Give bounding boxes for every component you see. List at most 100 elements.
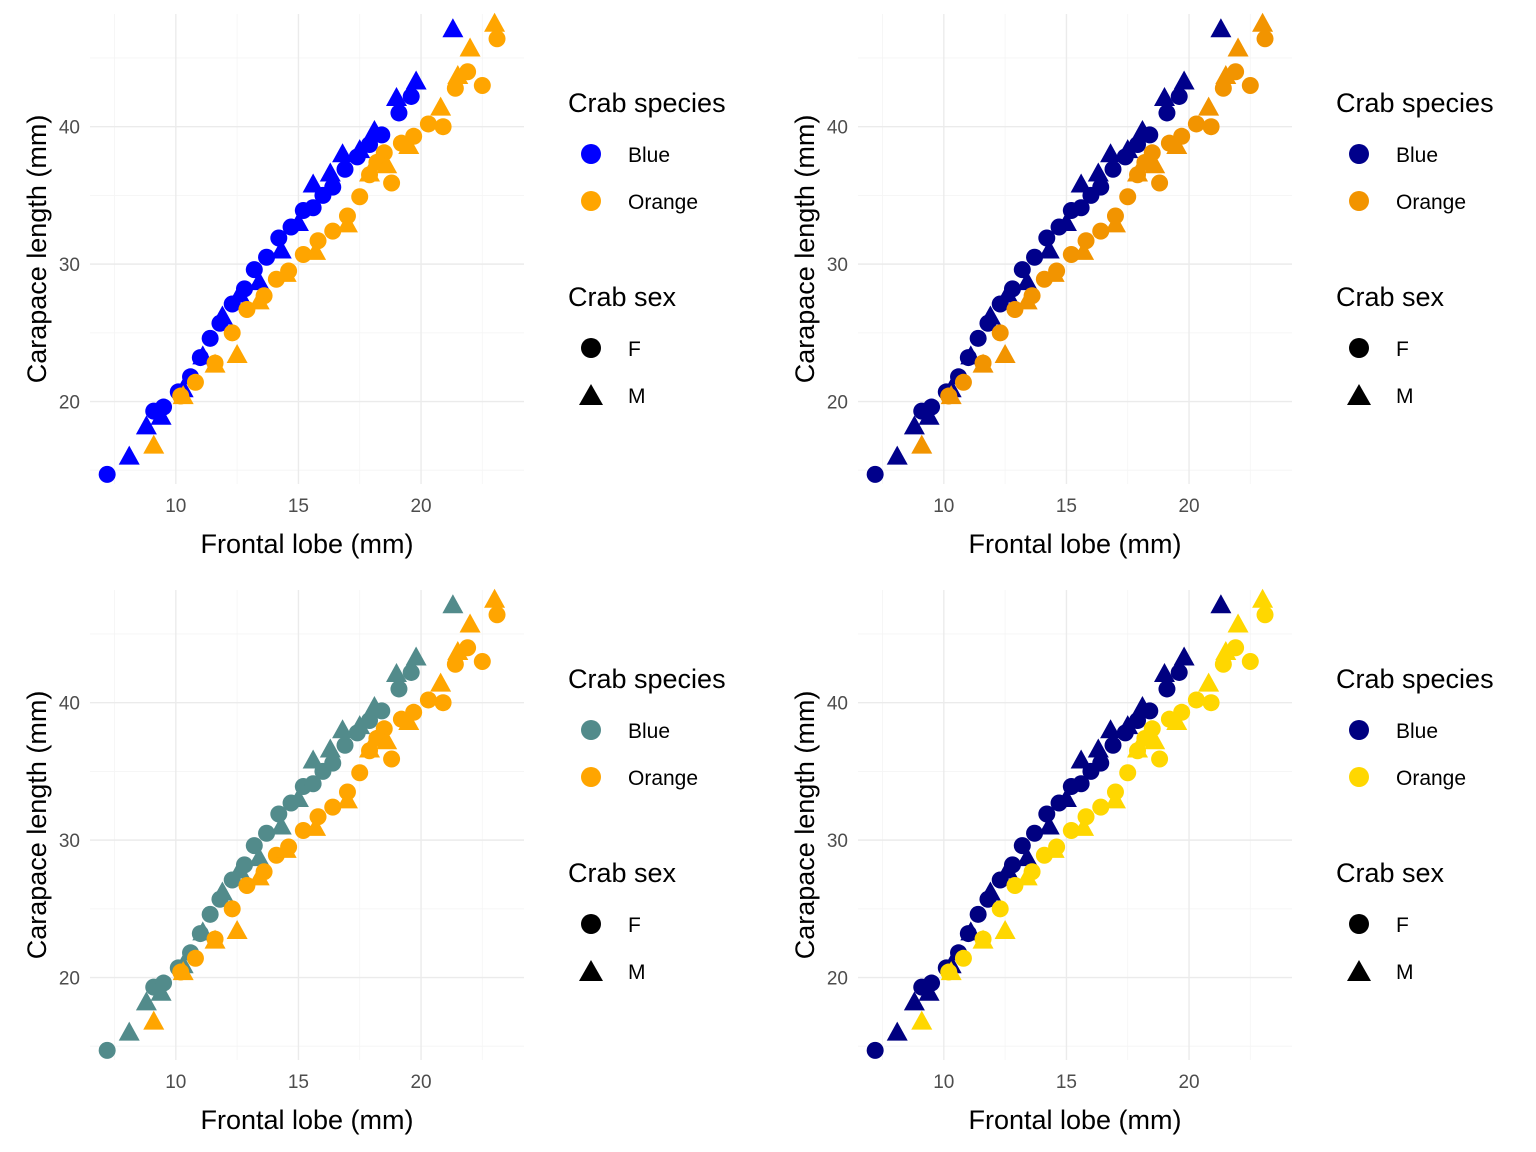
legend-key-orange	[1349, 767, 1369, 787]
legend: Crab species Blue Orange Crab sex F M	[568, 664, 726, 984]
point-blue-female	[1072, 199, 1090, 217]
point-orange-female	[1143, 144, 1161, 162]
point-orange-male	[336, 789, 358, 809]
point-orange-female	[1256, 606, 1274, 624]
point-orange-male	[1016, 290, 1038, 310]
point-blue-female	[969, 329, 987, 347]
point-orange-female	[1202, 694, 1220, 712]
point-blue-male	[1055, 212, 1077, 232]
x-axis-title: Frontal lobe (mm)	[968, 1105, 1181, 1135]
point-blue-male	[363, 695, 385, 715]
point-blue-male	[903, 415, 925, 435]
point-blue-female	[201, 329, 219, 347]
point-orange-female	[375, 144, 393, 162]
point-blue-male	[118, 1021, 140, 1041]
x-tick-label: 15	[1056, 496, 1077, 517]
point-blue-female	[1038, 805, 1056, 823]
point-blue-male	[150, 405, 172, 425]
point-blue-male	[1153, 662, 1175, 682]
point-blue-female	[1129, 712, 1147, 730]
x-axis-title: Frontal lobe (mm)	[968, 529, 1181, 559]
point-blue-female	[336, 736, 354, 754]
point-orange-female	[351, 188, 369, 206]
point-orange-female	[1187, 691, 1205, 709]
point-blue-male	[349, 715, 371, 735]
chart-panel-2: 10 15 20 20 30 40 Frontal lobe (mm) Carapace le…	[790, 12, 1494, 559]
point-orange-male	[430, 96, 452, 116]
y-tick-label: 30	[827, 831, 848, 852]
point-orange-male	[143, 434, 165, 454]
point-blue-male	[886, 445, 908, 465]
point-orange-female	[375, 720, 393, 738]
point-blue-male	[1038, 815, 1060, 835]
legend-key-blue	[1349, 144, 1369, 164]
legend: Crab species Blue Orange Crab sex F M	[1336, 88, 1494, 408]
point-blue-male	[248, 271, 270, 291]
point-orange-male	[1104, 213, 1126, 233]
point-blue-male	[1210, 18, 1232, 38]
point-blue-female	[361, 712, 379, 730]
point-blue-male	[442, 18, 464, 38]
points	[98, 12, 506, 483]
x-tick-label: 15	[288, 1072, 309, 1093]
point-blue-male	[1038, 239, 1060, 259]
point-orange-male	[1127, 738, 1149, 758]
point-orange-female	[223, 324, 241, 342]
point-blue-male	[332, 143, 354, 163]
point-blue-male	[1016, 847, 1038, 867]
points	[866, 588, 1274, 1059]
point-orange-male	[1166, 135, 1188, 155]
legend-title-species: Crab species	[568, 88, 726, 118]
point-orange-male	[1073, 816, 1095, 836]
point-orange-male	[376, 154, 398, 174]
point-blue-male	[1131, 119, 1153, 139]
point-orange-male	[1252, 12, 1274, 32]
point-blue-male	[405, 646, 427, 666]
point-orange-male	[172, 961, 194, 981]
y-tick-label: 40	[59, 694, 80, 715]
point-blue-male	[319, 738, 341, 758]
point-blue-female	[98, 1041, 116, 1059]
legend-label-sex: F	[628, 914, 641, 937]
legend-title-species: Crab species	[1336, 88, 1494, 118]
x-axis-title: Frontal lobe (mm)	[200, 529, 413, 559]
point-blue-male	[886, 1021, 908, 1041]
point-orange-female	[434, 118, 452, 136]
point-blue-male	[319, 162, 341, 182]
point-orange-male	[336, 213, 358, 233]
point-orange-male	[447, 640, 469, 660]
point-blue-male	[1016, 271, 1038, 291]
point-blue-male	[1173, 70, 1195, 90]
point-orange-female	[954, 373, 972, 391]
legend-key-blue	[581, 144, 601, 164]
chart-panel-3: 10 15 20 20 30 40 Frontal lobe (mm) Carapace le…	[22, 588, 726, 1135]
y-tick-label: 20	[827, 969, 848, 990]
point-blue-male	[1173, 646, 1195, 666]
y-tick-label: 30	[59, 255, 80, 276]
point-orange-male	[359, 738, 381, 758]
legend-label-sex: M	[628, 385, 646, 408]
point-blue-female	[304, 199, 322, 217]
point-blue-female	[1072, 775, 1090, 793]
x-tick-label: 10	[165, 1072, 186, 1093]
point-blue-female	[390, 680, 408, 698]
point-blue-female	[1158, 104, 1176, 122]
point-orange-male	[484, 12, 506, 32]
point-blue-female	[336, 160, 354, 178]
point-orange-male	[359, 162, 381, 182]
point-orange-male	[972, 353, 994, 373]
point-orange-male	[204, 929, 226, 949]
point-blue-female	[258, 248, 276, 266]
point-orange-male	[275, 838, 297, 858]
legend-key-male	[1347, 960, 1371, 981]
point-orange-male	[1144, 154, 1166, 174]
point-blue-male	[363, 119, 385, 139]
point-blue-male	[1055, 788, 1077, 808]
point-orange-male	[1104, 789, 1126, 809]
point-orange-male	[994, 343, 1016, 363]
point-orange-male	[911, 1010, 933, 1030]
point-orange-male	[1144, 730, 1166, 750]
legend-label-sex: F	[1396, 338, 1409, 361]
point-blue-male	[150, 981, 172, 1001]
